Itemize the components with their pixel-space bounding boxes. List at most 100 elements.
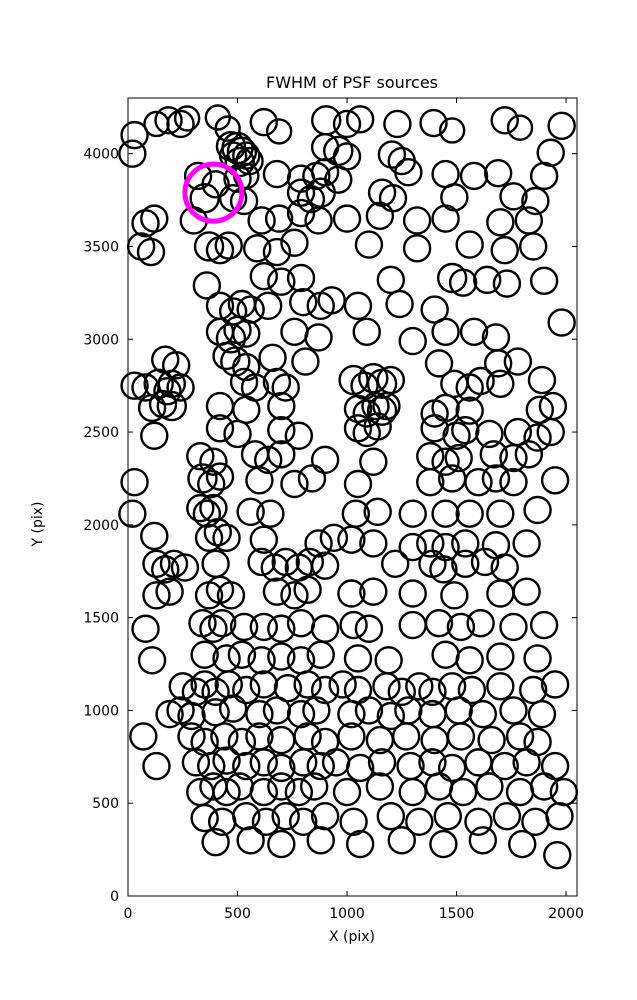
psf-source-circle	[372, 672, 401, 701]
psf-source-circle	[271, 547, 300, 577]
psf-source-circle	[262, 237, 292, 267]
psf-source-circle	[256, 499, 285, 528]
psf-source-circle	[490, 235, 519, 265]
psf-source-circle	[398, 499, 427, 528]
psf-source-circle	[433, 802, 462, 831]
psf-source-circle	[448, 268, 478, 297]
psf-source-circle	[302, 696, 331, 725]
psf-source-circle	[499, 612, 528, 642]
psf-source-circle	[391, 722, 421, 751]
psf-source-circle	[280, 228, 309, 257]
psf-source-circle	[218, 694, 248, 723]
psf-source-circle	[440, 581, 469, 610]
psf-source-circle	[271, 802, 300, 831]
psf-source-circle	[166, 109, 195, 139]
psf-source-circle	[547, 111, 576, 141]
psf-source-circle	[505, 722, 535, 751]
psf-source-circle	[332, 109, 362, 139]
psf-source-circle	[394, 158, 423, 187]
psf-source-circle	[286, 699, 316, 729]
psf-source-circle	[398, 777, 427, 807]
psf-source-circle	[306, 751, 335, 781]
psf-source-circle	[343, 469, 373, 499]
psf-source-circle	[345, 753, 375, 783]
psf-source-circle	[264, 204, 294, 233]
psf-source-circle	[267, 829, 296, 859]
psf-source-circle	[345, 105, 375, 134]
psf-source-circle	[337, 525, 366, 554]
psf-source-circle	[271, 373, 300, 402]
psf-source-circle	[431, 499, 460, 528]
psf-source-circle	[424, 349, 454, 378]
psf-source-circle	[512, 577, 541, 606]
psf-source-circle	[367, 748, 397, 777]
psf-source-circle	[193, 231, 225, 262]
psf-source-circle	[486, 208, 515, 237]
psf-source-markers	[118, 104, 579, 870]
psf-source-circle	[479, 440, 508, 469]
psf-source-circle	[247, 646, 276, 675]
psf-source-circle	[466, 366, 495, 396]
psf-source-circle	[475, 419, 504, 449]
psf-source-circle	[286, 263, 316, 293]
psf-source-circle	[512, 748, 541, 777]
psf-source-circle	[424, 609, 454, 638]
psf-source-circle	[236, 826, 265, 855]
psf-source-circle	[168, 672, 197, 701]
psf-source-circle	[243, 234, 272, 263]
psf-source-circle	[547, 308, 576, 337]
psf-source-circle	[332, 204, 362, 233]
psf-source-circle	[519, 232, 548, 261]
psf-source-circle	[140, 521, 169, 551]
psf-source-circle	[304, 529, 333, 558]
psf-source-circle	[262, 696, 292, 725]
psf-source-circle	[280, 469, 309, 499]
psf-source-circle	[120, 467, 149, 497]
psf-source-circle	[306, 826, 335, 855]
psf-source-circle	[262, 577, 292, 606]
axes-frame	[127, 97, 578, 897]
psf-source-circle	[210, 722, 239, 751]
psf-source-circle	[190, 803, 219, 833]
psf-source-circle	[442, 421, 471, 450]
psf-source-circle	[304, 323, 333, 352]
x-tick-label: 0	[124, 906, 133, 922]
psf-source-circle	[267, 267, 296, 296]
psf-source-circle	[363, 497, 392, 527]
psf-source-circle	[203, 518, 233, 547]
psf-source-circle	[359, 577, 388, 606]
psf-source-circle	[429, 829, 458, 859]
psf-source-circle	[499, 467, 528, 497]
x-axis-ticks: 0 500 1000 1500 2000	[124, 98, 584, 922]
psf-source-circle	[328, 670, 357, 699]
psf-source-circle	[249, 777, 278, 807]
psf-source-circle	[197, 469, 226, 499]
x-tick-label: 2000	[548, 906, 584, 922]
psf-source-circle	[431, 204, 460, 233]
psf-source-circle	[354, 230, 384, 259]
psf-source-circle	[296, 184, 326, 214]
psf-source-circle	[398, 326, 427, 356]
x-axis-label: X (pix)	[329, 929, 375, 945]
psf-source-circle	[245, 466, 274, 495]
psf-source-circle	[459, 317, 489, 347]
psf-source-circle	[464, 807, 493, 836]
psf-source-circle	[464, 467, 493, 497]
psf-source-circle	[521, 186, 550, 216]
psf-source-circle	[137, 646, 167, 675]
psf-source-circle	[212, 746, 241, 775]
psf-source-circle	[366, 395, 398, 426]
psf-source-circle	[232, 751, 261, 781]
psf-source-circle	[153, 377, 182, 406]
psf-source-circle	[142, 581, 171, 610]
x-tick-label: 1500	[439, 906, 475, 922]
psf-source-circle	[337, 722, 366, 751]
psf-source-circle	[385, 289, 414, 319]
psf-source-circle	[267, 753, 296, 783]
psf-source-circle	[523, 495, 552, 525]
psf-source-circle	[227, 640, 257, 669]
psf-source-circle	[166, 373, 195, 402]
psf-source-circle	[486, 642, 515, 671]
psf-source-circle	[451, 415, 480, 445]
